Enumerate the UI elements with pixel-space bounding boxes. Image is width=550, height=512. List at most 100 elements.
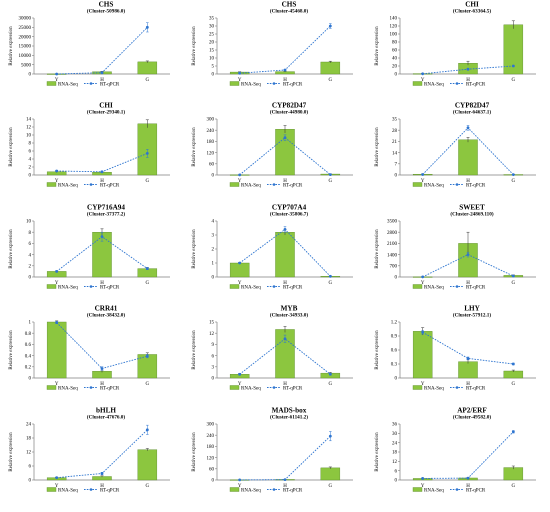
y-tick-label: 2 (29, 166, 32, 171)
y-tick-label: 0 (212, 276, 215, 281)
legend-marker-rt-qpcr (90, 183, 93, 186)
y-axis-label: Relative expression (192, 330, 197, 370)
point-rt-qpcr (284, 337, 287, 340)
x-tick-label: G (512, 78, 516, 83)
point-rt-qpcr (329, 275, 332, 278)
legend-label-rt-qpcr: RT-qPCR (466, 286, 486, 291)
y-tick-label: 120 (390, 25, 398, 30)
y-tick-label: 0 (395, 73, 398, 78)
legend-label-rt-qpcr: RT-qPCR (283, 184, 303, 189)
y-tick-label: 0 (212, 479, 215, 484)
y-tick-label: 3 (212, 234, 215, 239)
chart-panel: bHLH(Cluster-47676.0)Relative expression… (0, 406, 183, 507)
y-tick-label: 0 (29, 276, 32, 281)
legend-swatch-rna-seq (230, 488, 239, 492)
y-tick-label: 0 (395, 174, 398, 179)
y-tick-label: 120 (207, 151, 215, 156)
chart-panel: CYP82D47(Cluster-44980.0)Relative expres… (183, 101, 366, 202)
point-rt-qpcr (421, 331, 424, 334)
y-axis-label: Relative expression (192, 229, 197, 269)
chart-title: CYP82D47 (272, 102, 307, 110)
legend-label-rna-seq: RNA-Seq (424, 83, 444, 88)
y-tick-label: 60 (392, 49, 398, 54)
chart-subtitle: (Cluster-37377.2) (87, 211, 126, 218)
legend-label-rna-seq: RNA-Seq (241, 387, 261, 392)
chart-title: AP2/ERF (457, 407, 487, 415)
chart-svg: CHS(Cluster-50986.0)Relative expression0… (0, 0, 183, 101)
legend-label-rna-seq: RNA-Seq (58, 83, 78, 88)
legend-label-rna-seq: RNA-Seq (241, 83, 261, 88)
chart-title: CHS (282, 1, 297, 9)
y-tick-label: 18 (392, 451, 398, 456)
y-tick-label: 10000 (19, 54, 32, 59)
point-rt-qpcr (146, 267, 149, 270)
y-axis-label: Relative expression (375, 127, 380, 167)
y-tick-label: 6 (29, 465, 32, 470)
y-tick-label: 240 (207, 129, 215, 134)
point-rt-qpcr (146, 428, 149, 431)
y-tick-label: 1400 (387, 253, 398, 258)
chart-panel: CRR41(Cluster-38432.0)Relative expressio… (0, 304, 183, 405)
point-rt-qpcr (146, 355, 149, 358)
point-rt-qpcr (329, 435, 332, 438)
x-tick-label: G (329, 382, 333, 387)
chart-svg: AP2/ERF(Cluster-49582.0)Relative express… (366, 406, 549, 507)
y-tick-label: 0.3 (391, 363, 398, 368)
point-rt-qpcr (467, 477, 470, 480)
point-rt-qpcr (512, 173, 515, 176)
x-tick-label: G (146, 281, 150, 286)
point-rt-qpcr (467, 357, 470, 360)
y-tick-label: 4 (212, 220, 215, 225)
chart-panel: CYP82D47(Cluster-64637.1)Relative expres… (366, 101, 549, 202)
point-rt-qpcr (238, 479, 241, 482)
line-rt-qpcr (240, 436, 331, 480)
chart-svg: CHI(Cluster-63364.5)Relative expression0… (366, 0, 549, 101)
y-tick-label: 300 (207, 118, 215, 123)
y-tick-label: 10 (26, 134, 32, 139)
legend-swatch-rna-seq (413, 386, 422, 390)
bar-rna-seq (458, 362, 477, 378)
y-tick-label: 60 (209, 163, 215, 168)
y-tick-label: 20000 (19, 35, 32, 40)
chart-subtitle: (Cluster-63364.5) (453, 8, 492, 15)
y-axis-label: Relative expression (192, 26, 197, 66)
y-tick-label: 6 (29, 242, 32, 247)
y-tick-label: 6 (212, 354, 215, 359)
chart-svg: SWEET(Cluster-24869.110)Relative express… (366, 203, 549, 304)
legend-swatch-rna-seq (413, 82, 422, 86)
chart-svg: CYP82D47(Cluster-64637.1)Relative expres… (366, 101, 549, 202)
y-tick-label: 240 (207, 434, 215, 439)
point-rt-qpcr (101, 472, 104, 475)
chart-panel: AP2/ERF(Cluster-49582.0)Relative express… (366, 406, 549, 507)
point-rt-qpcr (55, 170, 58, 173)
chart-title: bHLH (96, 407, 116, 415)
legend-label-rt-qpcr: RT-qPCR (466, 83, 486, 88)
y-tick-label: 12 (209, 332, 215, 337)
bar-rna-seq (321, 62, 340, 74)
chart-subtitle: (Cluster-50986.0) (87, 8, 126, 15)
chart-subtitle: (Cluster-45468.0) (270, 8, 309, 15)
legend-marker-rt-qpcr (273, 285, 276, 288)
x-tick-label: G (512, 382, 516, 387)
x-tick-label: G (329, 179, 333, 184)
legend-label-rt-qpcr: RT-qPCR (100, 184, 120, 189)
y-axis-label: Relative expression (9, 127, 14, 167)
legend-label-rna-seq: RNA-Seq (424, 286, 444, 291)
chart-subtitle: (Cluster-24869.110) (450, 211, 493, 218)
legend-marker-rt-qpcr (456, 285, 459, 288)
point-rt-qpcr (512, 275, 515, 278)
point-rt-qpcr (55, 270, 58, 273)
point-rt-qpcr (55, 73, 58, 76)
x-tick-label: G (146, 78, 150, 83)
y-tick-label: 30000 (19, 17, 32, 22)
x-tick-label: G (146, 179, 150, 184)
x-tick-label: G (146, 382, 150, 387)
chart-subtitle: (Cluster-44980.0) (270, 109, 309, 116)
y-tick-label: 30 (392, 432, 398, 437)
point-rt-qpcr (101, 367, 104, 370)
y-axis-label: Relative expression (9, 432, 14, 472)
y-tick-label: 5000 (21, 63, 32, 68)
